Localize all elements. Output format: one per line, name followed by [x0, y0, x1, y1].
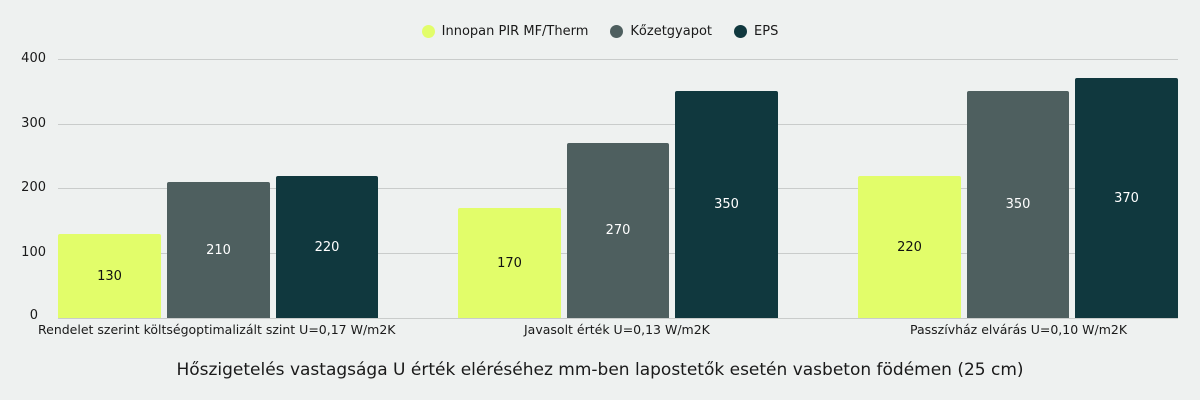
y-tick-0: 0 — [29, 308, 38, 323]
bar-innopan-group-1[interactable]: 130 — [58, 234, 161, 318]
gridline-0 — [58, 318, 1178, 319]
bar-kozetgyapot-group-1[interactable]: 210 — [167, 182, 270, 318]
legend-label: Kőzetgyapot — [630, 24, 713, 39]
gridline-300 — [58, 124, 1178, 125]
x-category-label-2: Javasolt érték U=0,13 W/m2K — [524, 322, 710, 337]
bar-value-label: 170 — [497, 255, 522, 271]
x-category-label-1: Rendelet szerint költségoptimalizált szi… — [38, 322, 396, 337]
bar-eps-group-1[interactable]: 220 — [276, 176, 378, 318]
bar-value-label: 210 — [206, 242, 231, 258]
legend-item-eps[interactable]: EPS — [734, 24, 778, 39]
legend-swatch-kozetgyapot — [610, 25, 624, 38]
x-category-label-3: Passzívház elvárás U=0,10 W/m2K — [910, 322, 1128, 337]
bar-eps-group-2[interactable]: 350 — [675, 91, 778, 318]
bar-value-label: 130 — [97, 268, 122, 284]
bar-value-label: 350 — [1005, 197, 1031, 212]
gridline-400 — [58, 59, 1178, 60]
y-tick-200: 200 — [21, 180, 46, 195]
chart-legend: Innopan PIR MF/Therm Kőzetgyapot EPS — [0, 24, 1200, 39]
bar-eps-group-3[interactable]: 370 — [1075, 78, 1178, 318]
bar-value-label: 220 — [314, 239, 340, 255]
y-tick-100: 100 — [21, 245, 46, 260]
bar-kozetgyapot-group-2[interactable]: 270 — [567, 143, 669, 318]
y-tick-400: 400 — [21, 51, 46, 66]
legend-label: Innopan PIR MF/Therm — [441, 24, 589, 39]
bar-value-label: 370 — [1114, 190, 1139, 206]
y-tick-300: 300 — [21, 116, 46, 131]
bar-value-label: 270 — [605, 223, 631, 238]
legend-swatch-eps — [734, 25, 748, 38]
legend-item-innopan[interactable]: Innopan PIR MF/Therm — [421, 24, 589, 39]
legend-label: EPS — [754, 24, 779, 39]
bar-value-label: 350 — [714, 197, 739, 212]
legend-swatch-innopan — [421, 25, 435, 38]
x-axis-title: Hőszigetelés vastagsága U érték eléréséh… — [176, 360, 1024, 380]
bar-innopan-group-2[interactable]: 170 — [458, 208, 561, 318]
bar-value-label: 220 — [897, 239, 922, 255]
bar-kozetgyapot-group-3[interactable]: 350 — [967, 91, 1069, 318]
bar-innopan-group-3[interactable]: 220 — [858, 176, 961, 318]
legend-item-kozetgyapot[interactable]: Kőzetgyapot — [610, 24, 712, 39]
